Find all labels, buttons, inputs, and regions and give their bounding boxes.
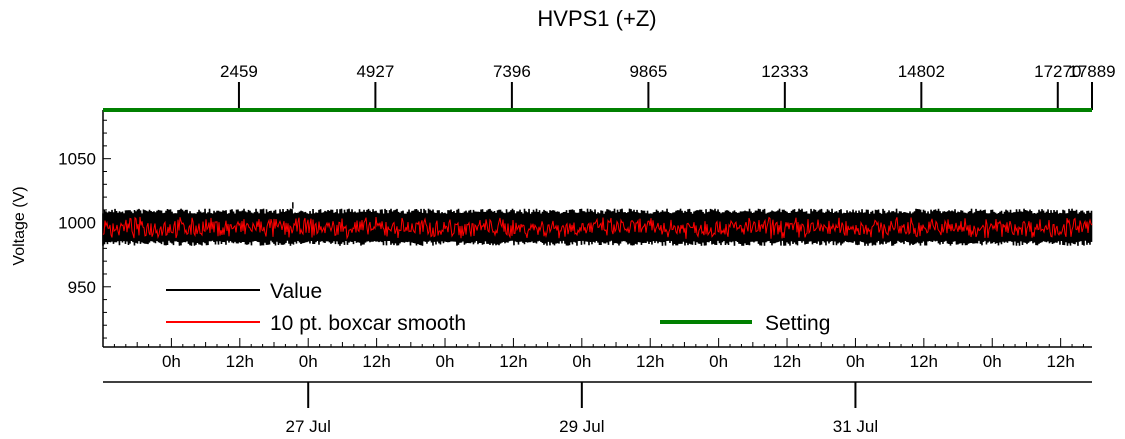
top-tick-label: 17889 [1068,62,1115,81]
top-tick-label: 12333 [761,62,808,81]
chart-title: HVPS1 (+Z) [537,6,656,31]
time-tick-label: 12h [1046,352,1074,371]
date-tick-label: 31 Jul [833,417,878,436]
top-tick-label: 9865 [629,62,667,81]
time-tick-label: 0h [846,352,865,371]
time-tick-label: 0h [572,352,591,371]
y-axis-label: Voltage (V) [11,186,28,265]
top-tick-label: 2459 [220,62,258,81]
legend: Value 10 pt. boxcar smooth Setting [166,280,830,335]
top-tick-label: 7396 [493,62,531,81]
date-axis: 27 Jul 29 Jul 31 Jul [103,381,1092,436]
y-tick-label: 1000 [58,214,96,233]
time-tick-label: 12h [773,352,801,371]
top-tick-label: 17270 [1034,62,1081,81]
time-tick-label: 12h [499,352,527,371]
series-smooth [102,216,1093,240]
time-tick-label: 12h [226,352,254,371]
time-tick-label: 12h [910,352,938,371]
plot-area [102,108,1093,246]
legend-label-value: Value [270,280,322,303]
date-tick-label: 27 Jul [286,417,331,436]
top-tick-label: 4927 [356,62,394,81]
legend-label-smooth: 10 pt. boxcar smooth [270,312,466,335]
date-tick-label: 29 Jul [559,417,604,436]
time-tick-label: 0h [162,352,181,371]
legend-label-setting: Setting [765,312,830,335]
time-tick-label: 0h [983,352,1002,371]
y-tick-label: 950 [68,278,96,297]
top-tick-label: 14802 [898,62,945,81]
time-tick-label: 12h [362,352,390,371]
time-axis: 0h 12h 0h 12h 0h 12h 0h 12h 0h 12h 0h 12h 0h 12h [103,338,1092,371]
time-tick-label: 0h [709,352,728,371]
y-tick-label: 1050 [58,150,96,169]
time-tick-label: 0h [436,352,455,371]
time-tick-label: 12h [636,352,664,371]
time-tick-label: 0h [299,352,318,371]
series-value [102,208,1093,246]
